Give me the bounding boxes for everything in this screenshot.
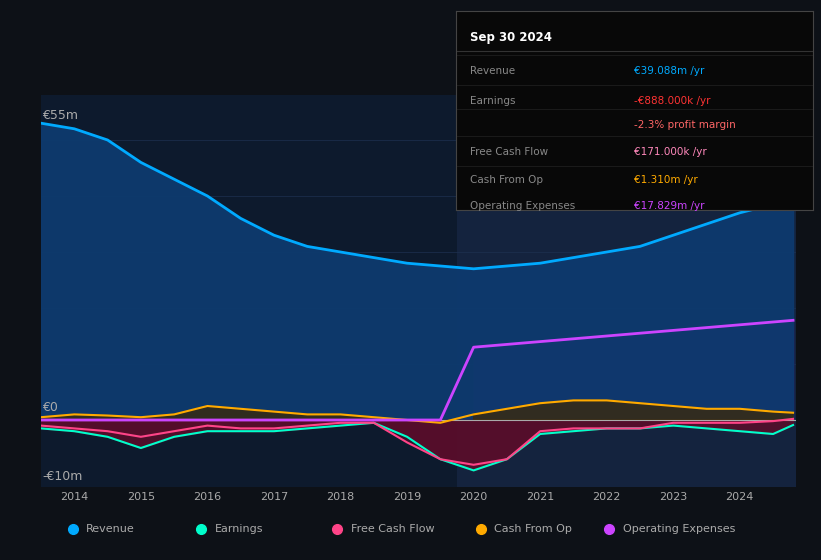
Text: €39.088m /yr: €39.088m /yr: [635, 66, 704, 76]
Text: Revenue: Revenue: [470, 66, 515, 76]
Text: Revenue: Revenue: [86, 524, 135, 534]
Text: Operating Expenses: Operating Expenses: [622, 524, 735, 534]
Text: -2.3% profit margin: -2.3% profit margin: [635, 119, 736, 129]
Text: Cash From Op: Cash From Op: [470, 175, 543, 185]
Text: €55m: €55m: [43, 109, 78, 122]
Text: Earnings: Earnings: [470, 96, 516, 106]
Text: €17.829m /yr: €17.829m /yr: [635, 201, 704, 211]
Text: €1.310m /yr: €1.310m /yr: [635, 175, 698, 185]
Text: €171.000k /yr: €171.000k /yr: [635, 147, 707, 157]
Bar: [457, 95, 796, 487]
Text: Free Cash Flow: Free Cash Flow: [470, 147, 548, 157]
Text: Sep 30 2024: Sep 30 2024: [470, 31, 552, 44]
Text: Earnings: Earnings: [215, 524, 264, 534]
Text: -€888.000k /yr: -€888.000k /yr: [635, 96, 711, 106]
Text: €0: €0: [43, 402, 58, 414]
Text: Operating Expenses: Operating Expenses: [470, 201, 576, 211]
Text: Cash From Op: Cash From Op: [494, 524, 572, 534]
Text: -€10m: -€10m: [43, 469, 83, 483]
Text: Free Cash Flow: Free Cash Flow: [351, 524, 434, 534]
